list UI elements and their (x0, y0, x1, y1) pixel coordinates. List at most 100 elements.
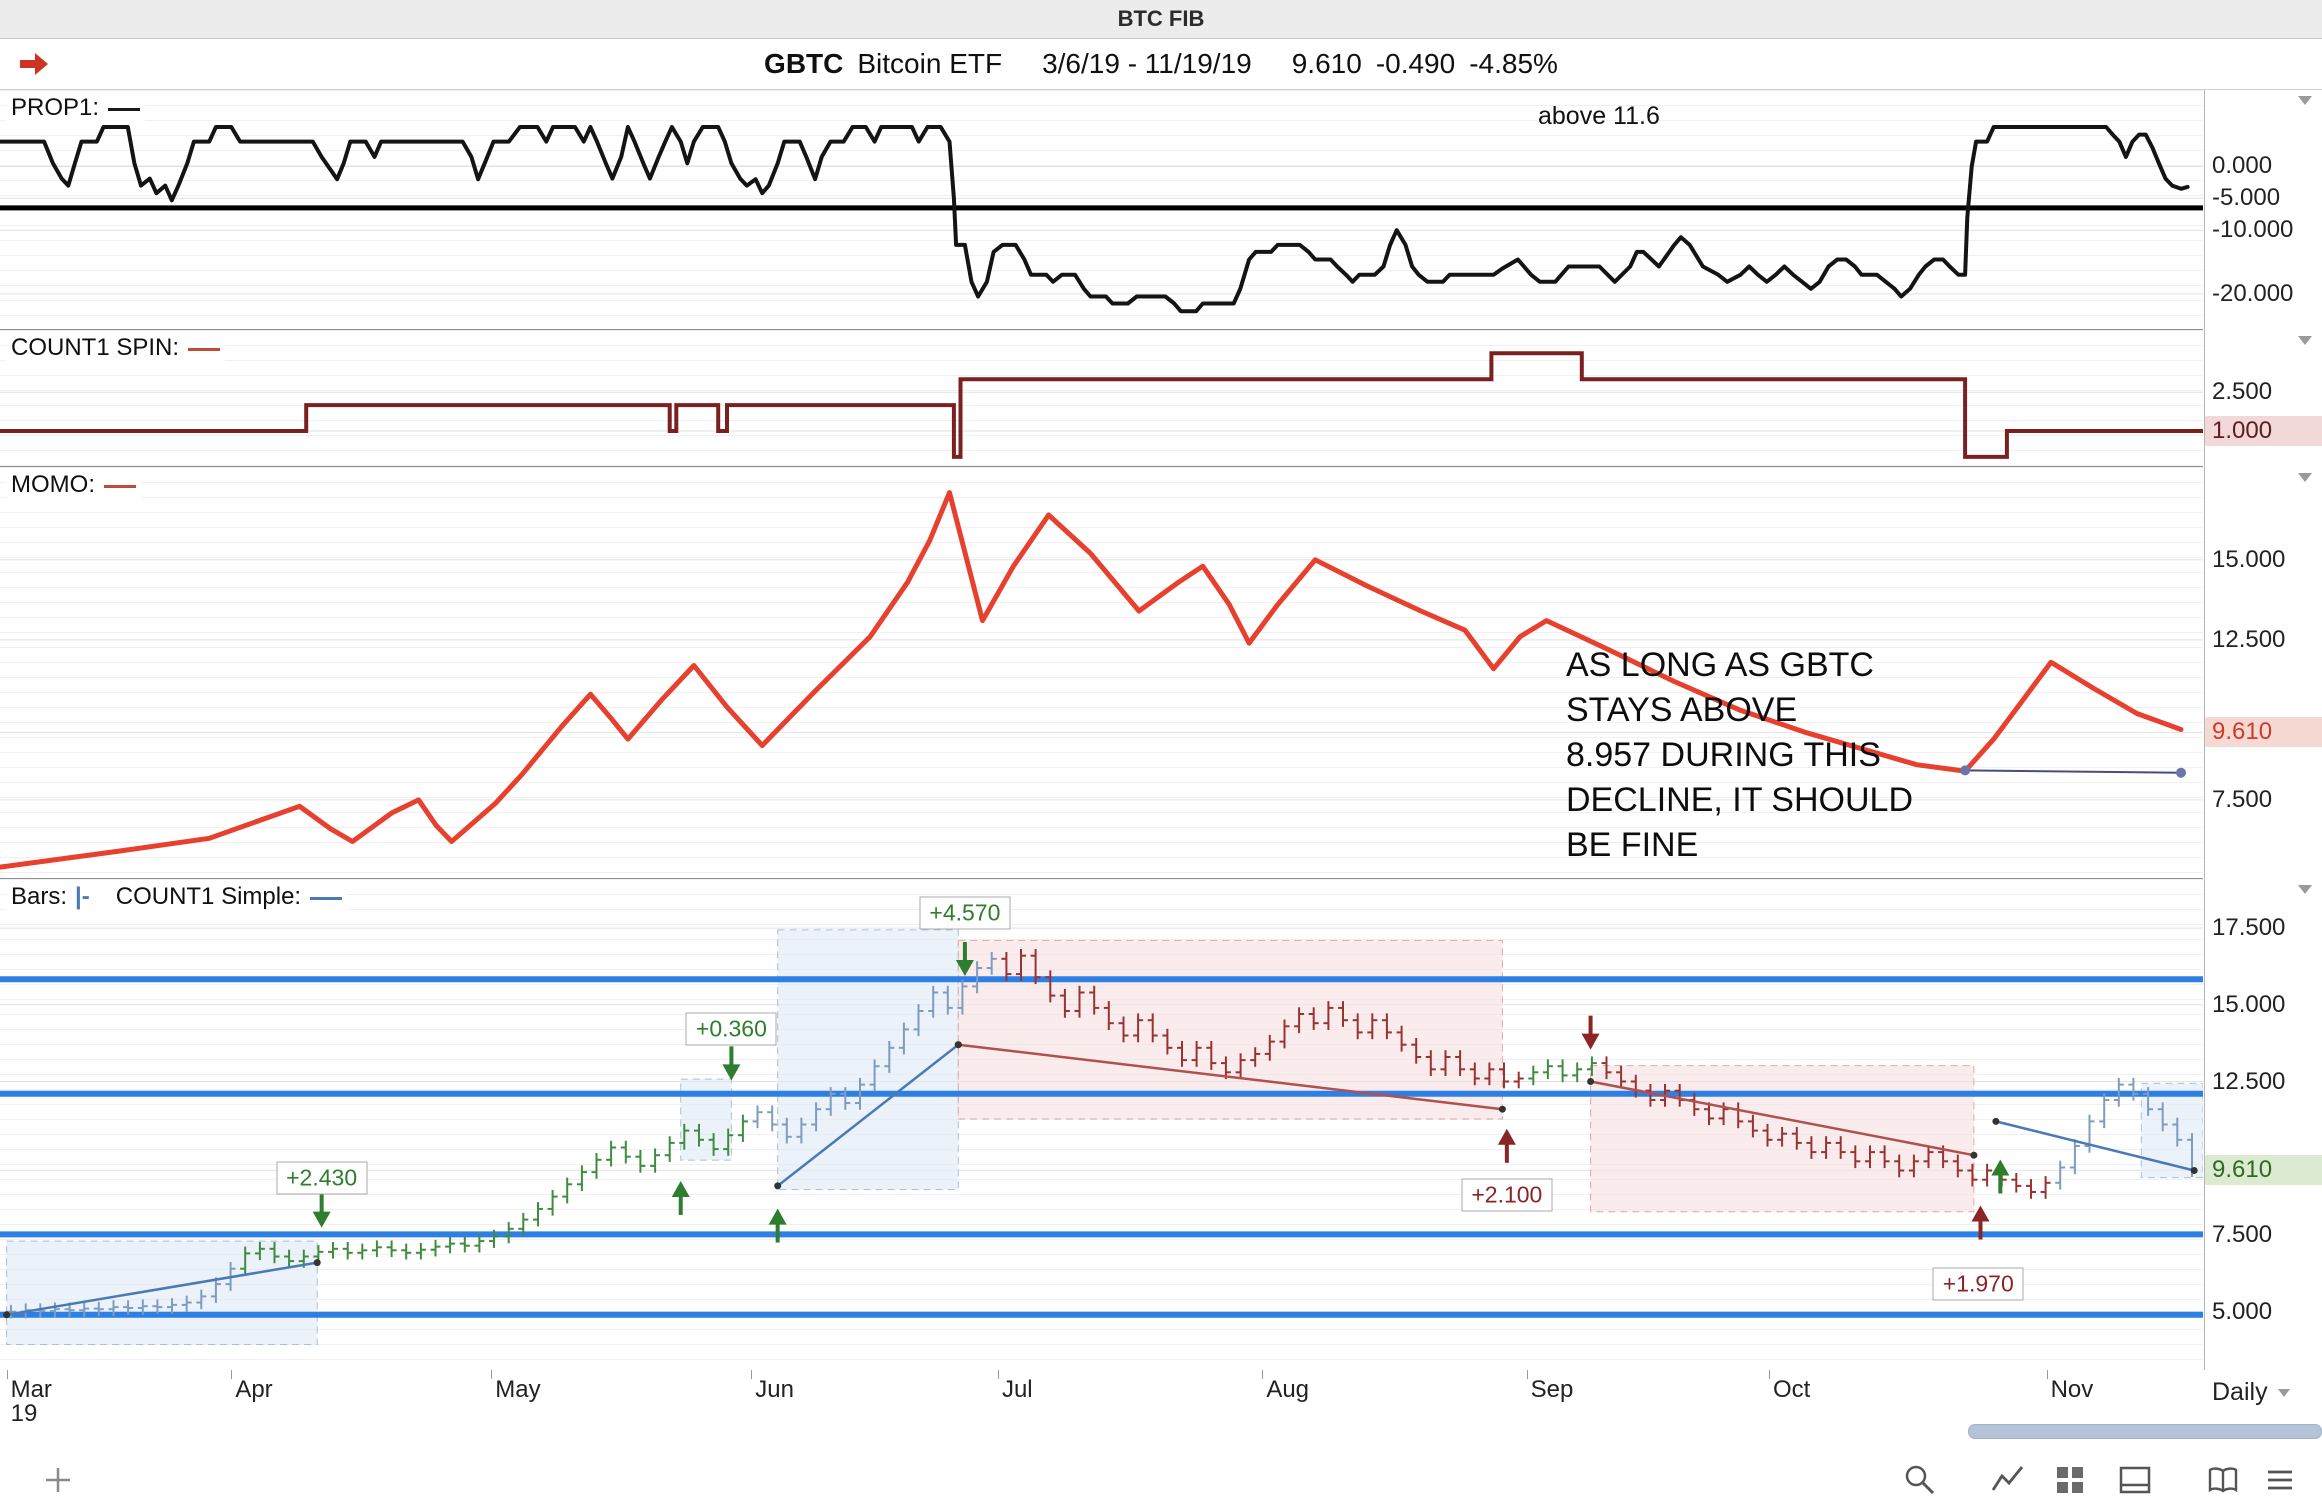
axis-tick-label: 7.500 (2212, 785, 2273, 813)
signal-arrow-up-icon[interactable] (1991, 1159, 2010, 1194)
line-handle (1960, 765, 1971, 776)
signal-gain-label[interactable]: +2.100 (1461, 1178, 1553, 1212)
bars-label[interactable]: Bars: |- COUNT1 Simple: (6, 882, 348, 912)
axis-tick-label: -10.000 (2212, 216, 2294, 244)
prop1-annotation[interactable]: above 11.6 (1538, 102, 1660, 130)
panel-options-caret-icon[interactable] (2298, 885, 2312, 894)
axis-tick-label: 0.000 (2212, 152, 2273, 180)
red-arrow-icon[interactable] (18, 50, 50, 78)
signal-gain-label[interactable]: +2.430 (276, 1161, 368, 1195)
bottom-toolbar (0, 1422, 2322, 1500)
signal-arrow-down-icon[interactable] (722, 1046, 741, 1081)
trade-zone-box[interactable] (957, 939, 1503, 1120)
axis-tick-label: 12.500 (2212, 625, 2286, 653)
signal-gain-label[interactable]: +4.570 (919, 896, 1011, 930)
menu-icon[interactable] (2262, 1462, 2298, 1498)
instrument-name: Bitcoin ETF (857, 48, 1003, 79)
trend-line[interactable] (6, 1261, 318, 1317)
month-tick (1262, 1370, 1264, 1379)
month-label: May (495, 1376, 541, 1403)
month-tick (2046, 1370, 2048, 1379)
axis-tick-label: 9.610 (2205, 1155, 2322, 1186)
signal-arrow-up-icon[interactable] (671, 1180, 690, 1215)
trade-zone-box[interactable] (6, 1240, 318, 1346)
momo-label[interactable]: MOMO: (6, 470, 141, 500)
panel-price-bars: Bars: |- COUNT1 Simple: +2.430 +0.360 +4.570… (0, 879, 2203, 1371)
axis-tick-label: 17.500 (2212, 914, 2286, 942)
axis-tick-label: -5.000 (2212, 184, 2281, 212)
momo-annotation-line: BE FINE (1566, 826, 1699, 864)
momo-annotation[interactable]: AS LONG AS GBTC STAYS ABOVE 8.957 DURING… (1566, 643, 1913, 868)
signal-arrow-down-icon[interactable] (955, 941, 974, 976)
axis-tick-label: 12.500 (2212, 1067, 2286, 1095)
window-titlebar[interactable]: BTC FIB (0, 0, 2322, 39)
panel-options-caret-icon[interactable] (2298, 473, 2312, 482)
count1-spin-label[interactable]: COUNT1 SPIN: (6, 333, 226, 363)
momo-annotation-line: AS LONG AS GBTC (1566, 646, 1874, 684)
open-book-icon[interactable] (2205, 1462, 2241, 1498)
chart-header: GBTC Bitcoin ETF 3/6/19 - 11/19/19 9.610… (0, 39, 2322, 90)
month-tick (491, 1370, 493, 1379)
signal-gain-label[interactable]: +1.970 (1932, 1267, 2024, 1301)
panel-options-caret-icon[interactable] (2298, 336, 2312, 345)
momo-series-line (0, 490, 2184, 870)
signal-arrow-down-icon[interactable] (312, 1193, 331, 1228)
timeframe-label: Daily (2212, 1378, 2268, 1406)
crosshair-plus-icon[interactable] (40, 1462, 76, 1498)
month-label: Nov (2050, 1376, 2094, 1403)
axis-tick-label: -20.000 (2212, 279, 2294, 307)
month-label: Mar (10, 1376, 52, 1403)
line-chart-icon[interactable] (1990, 1462, 2026, 1498)
signal-gain-label[interactable]: +0.360 (685, 1012, 777, 1046)
layout-grid-icon[interactable] (2052, 1462, 2088, 1498)
signal-arrow-up-icon[interactable] (768, 1208, 787, 1243)
count1-spin-value-placeholder (188, 348, 221, 351)
support-level-line[interactable] (1965, 769, 2182, 774)
trend-line[interactable] (1590, 1080, 1975, 1157)
count1-simple-value-placeholder (310, 897, 343, 900)
trend-line[interactable] (776, 1043, 960, 1187)
last-price: 9.610 (1291, 48, 1362, 79)
search-icon[interactable] (1902, 1462, 1938, 1498)
horizontal-scrollbar-thumb[interactable] (1968, 1424, 2322, 1439)
symbol-label: GBTC (764, 48, 844, 79)
price-change-pct: -4.85% (1469, 48, 1558, 79)
signal-arrow-down-icon[interactable] (1581, 1015, 1600, 1050)
panel-count1-spin: COUNT1 SPIN: (0, 330, 2203, 467)
month-tick (751, 1370, 753, 1379)
trade-zone-box[interactable] (777, 929, 959, 1191)
price-axis-gutter[interactable]: 0.000 -5.000 -10.000 -20.000 2.500 1.000 15.00… (2204, 90, 2322, 1370)
month-label: Aug (1266, 1376, 1310, 1403)
count1_spin-plot (0, 351, 2203, 459)
prop1-label[interactable]: PROP1: (6, 93, 146, 123)
prop1-series-line (0, 125, 2190, 314)
signal-arrow-up-icon[interactable] (1497, 1128, 1516, 1163)
signal-arrow-up-icon[interactable] (1971, 1205, 1990, 1240)
page-layout-icon[interactable] (2117, 1462, 2153, 1498)
trend-line[interactable] (958, 1043, 1503, 1111)
window-title: BTC FIB (1117, 6, 1205, 31)
trade-zone-box[interactable] (2140, 1082, 2203, 1179)
prop1-value-placeholder (108, 108, 141, 111)
month-label: Sep (1530, 1376, 1574, 1403)
chevron-down-icon (2277, 1388, 2290, 1397)
axis-tick-label: 9.610 (2205, 717, 2322, 748)
panel-options-caret-icon[interactable] (2298, 96, 2312, 105)
momo-plot (0, 490, 2203, 870)
prop1-plot (0, 125, 2203, 314)
momo-annotation-line: DECLINE, IT SHOULD (1566, 781, 1914, 819)
month-label: Oct (1773, 1376, 1811, 1403)
bars-style-mark: |- (75, 883, 90, 910)
momo-annotation-line: STAYS ABOVE (1566, 691, 1798, 729)
trend-line[interactable] (1995, 1120, 2195, 1172)
date-range: 3/6/19 - 11/19/19 (1042, 48, 1252, 79)
time-axis[interactable]: Mar 19 Apr May Jun Jul Aug Sep Oct Nov (0, 1370, 2203, 1427)
price-change: -0.490 (1375, 48, 1456, 79)
month-tick (6, 1370, 8, 1379)
timeframe-selector[interactable]: Daily (2212, 1378, 2290, 1407)
month-label: Jul (1001, 1376, 1033, 1403)
axis-tick-label: 7.500 (2212, 1220, 2273, 1248)
momo-annotation-line: 8.957 DURING THIS (1566, 736, 1881, 774)
momo-value-placeholder (104, 485, 136, 488)
